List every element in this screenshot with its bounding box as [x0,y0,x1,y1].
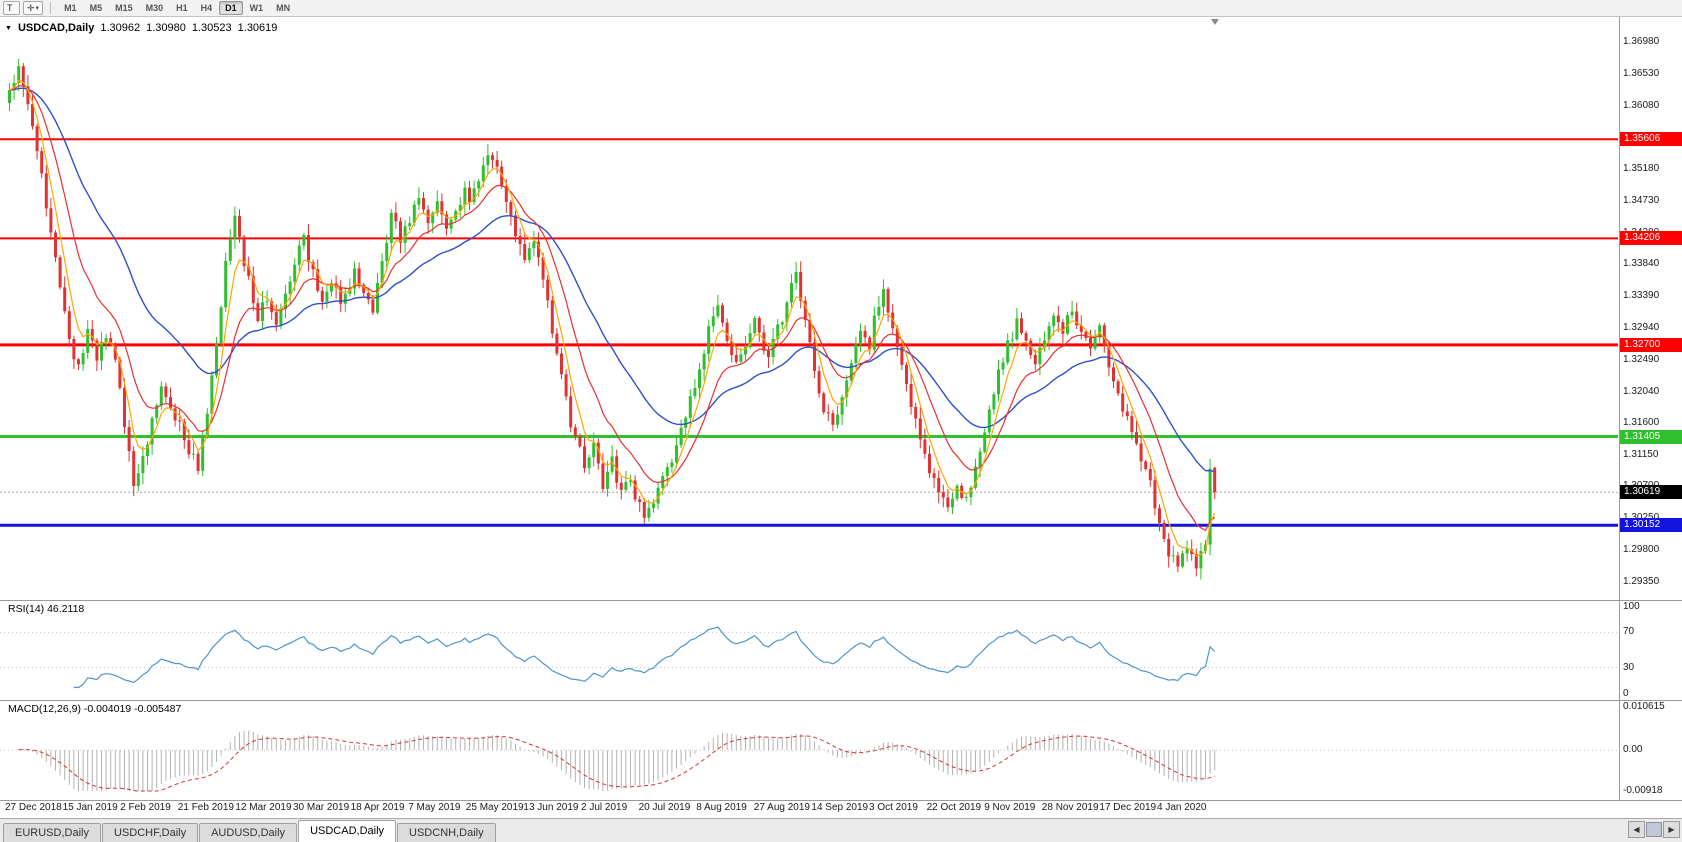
price-label: 1.35180 [1623,163,1660,175]
price-label: 1.32490 [1623,353,1660,365]
toolbar-separator [50,2,52,14]
price-label: 1.33390 [1623,290,1660,302]
rsi-axis-label: 100 [1623,601,1640,612]
date-label: 2 Jul 2019 [581,802,628,813]
date-label: 17 Dec 2019 [1099,802,1157,813]
date-label: 21 Feb 2019 [177,802,234,813]
chart-tab-audusd[interactable]: AUDUSD,Daily [199,823,298,842]
price-axis-border [1619,17,1620,800]
chart-tab-usdcnh[interactable]: USDCNH,Daily [397,823,496,842]
rsi-indicator-label: RSI(14) 46.2118 [6,603,87,615]
price-label: 1.29800 [1623,544,1660,556]
scroll-left-button[interactable]: ◀ [1628,821,1645,838]
macd-axis-label: -0.00918 [1623,785,1663,796]
rsi-line [73,626,1216,689]
date-label: 14 Sep 2019 [811,802,869,813]
date-label: 2 Feb 2019 [120,802,171,813]
date-label: 4 Jan 2020 [1157,802,1207,813]
chart-tab-eurusd[interactable]: EURUSD,Daily [3,823,101,842]
period-button-m5[interactable]: M5 [84,1,109,15]
date-label: 9 Nov 2019 [984,802,1036,813]
collapse-triangle-icon[interactable]: ▼ [5,24,12,32]
rsi-axis-label: 30 [1623,661,1635,673]
rsi-axis-label: 0 [1623,688,1629,699]
date-label: 8 Aug 2019 [696,802,747,813]
price-label: 1.30250 [1623,512,1681,524]
scroll-right-button[interactable]: ▶ [1663,821,1680,838]
period-button-w1[interactable]: W1 [244,1,270,15]
panel-separator[interactable] [0,600,1682,601]
macd-indicator-label: MACD(12,26,9) -0.004019 -0.005487 [6,703,184,715]
date-label: 3 Oct 2019 [869,802,918,813]
chart-tab-usdchf[interactable]: USDCHF,Daily [101,823,199,842]
panel-separator[interactable] [0,700,1682,701]
chart-tab-usdcad[interactable]: USDCAD,Daily [298,820,397,842]
date-label: 27 Aug 2019 [753,802,810,813]
period-button-mn[interactable]: MN [270,1,296,15]
macd-axis-label: 0.010615 [1623,701,1665,712]
price-label: 1.34730 [1623,195,1660,207]
price-level-badge: 1.31405 [1620,429,1682,444]
panel-separator [0,800,1682,801]
symbol-period-label: USDCAD,Daily [17,22,95,34]
price-label: 1.36530 [1623,67,1660,79]
tab-scrollbar: ◀ ▶ [1628,821,1680,838]
price-level-badge: 1.34206 [1620,231,1682,246]
ohlc-high: 1.30980 [146,22,186,34]
current-price-badge: 1.30619 [1620,485,1682,500]
chart-title: ▼ USDCAD,Daily 1.30962 1.30980 1.30523 1… [5,22,277,34]
date-label: 18 Apr 2019 [350,802,405,813]
price-label: 1.33840 [1623,258,1660,270]
date-label: 22 Oct 2019 [926,802,982,813]
crosshair-icon: ✛ [27,2,35,13]
date-label: 13 Jun 2019 [523,802,579,813]
price-label: 1.31150 [1623,448,1659,460]
date-label: 25 May 2019 [465,802,524,813]
macd-axis-label: 0.00 [1623,744,1643,756]
price-label: 1.29350 [1623,576,1660,587]
scrollbar-thumb[interactable] [1646,822,1662,837]
date-label: 30 Mar 2019 [293,802,350,813]
price-label: 1.32940 [1623,321,1660,333]
chart-shift-marker[interactable] [1211,19,1219,25]
ma-slow-line [9,87,1215,473]
timeframe-buttons: M1 M5 M15 M30 H1 H4 D1 W1 MN [58,1,296,15]
ohlc-low: 1.30523 [191,22,232,34]
ohlc-close: 1.30619 [237,22,278,34]
price-label: 1.36980 [1623,36,1660,47]
ohlc-open: 1.30962 [100,22,141,34]
price-label: 1.32040 [1623,385,1660,397]
price-label: 1.31600 [1623,416,1660,428]
period-button-m1[interactable]: M1 [58,1,83,15]
period-button-h1[interactable]: H1 [170,1,194,15]
charts-tab-bar: EURUSD,Daily USDCHF,Daily AUDUSD,Daily USDC… [0,818,1682,842]
date-label: 15 Jan 2019 [62,802,118,813]
cursor-tool-button[interactable]: ✛ ▾ [23,1,44,15]
date-label: 20 Jul 2019 [638,802,691,813]
price-label: 1.36080 [1623,99,1660,111]
period-button-h4[interactable]: H4 [195,1,219,15]
text-tool-button[interactable]: T [3,1,20,15]
top-toolbar: T ✛ ▾ M1 M5 M15 M30 H1 H4 D1 W1 MN [0,0,1682,17]
period-button-m30[interactable]: M30 [140,1,170,15]
chevron-down-icon: ▾ [35,4,40,12]
price-level-badge: 1.35606 [1620,132,1682,147]
price-level-badge: 1.30152 [1620,518,1682,533]
chart-tabs: EURUSD,Daily USDCHF,Daily AUDUSD,Daily USDC… [3,819,497,842]
date-label: 28 Nov 2019 [1041,802,1099,813]
price-level-badge: 1.32700 [1620,337,1682,352]
date-label: 7 May 2019 [408,802,461,813]
rsi-axis-label: 70 [1623,626,1635,638]
ma-fast-line [9,79,1216,557]
date-label: 27 Dec 2018 [5,802,62,813]
date-label: 12 Mar 2019 [235,802,292,813]
period-button-d1[interactable]: D1 [219,1,243,15]
macd-signal-line [18,735,1215,792]
period-button-m15[interactable]: M15 [109,1,139,15]
